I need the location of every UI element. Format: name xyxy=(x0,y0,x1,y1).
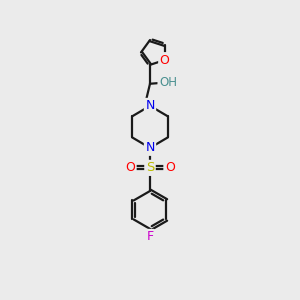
Text: O: O xyxy=(125,161,135,174)
Text: O: O xyxy=(165,161,175,174)
Text: N: N xyxy=(145,99,155,112)
Text: N: N xyxy=(145,141,155,154)
Text: F: F xyxy=(146,230,154,243)
Text: O: O xyxy=(160,54,170,67)
Text: S: S xyxy=(146,161,154,174)
Text: OH: OH xyxy=(159,76,177,89)
